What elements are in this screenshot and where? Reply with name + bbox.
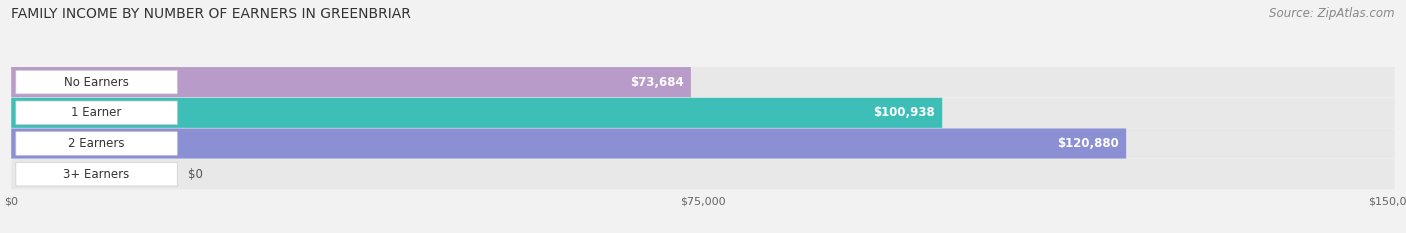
Text: 1 Earner: 1 Earner [72, 106, 122, 119]
FancyBboxPatch shape [15, 101, 177, 125]
Text: $120,880: $120,880 [1057, 137, 1119, 150]
FancyBboxPatch shape [11, 67, 690, 97]
Text: FAMILY INCOME BY NUMBER OF EARNERS IN GREENBRIAR: FAMILY INCOME BY NUMBER OF EARNERS IN GR… [11, 7, 411, 21]
Text: $73,684: $73,684 [630, 76, 683, 89]
FancyBboxPatch shape [11, 128, 1126, 158]
FancyBboxPatch shape [11, 159, 1395, 189]
Text: $100,938: $100,938 [873, 106, 935, 119]
FancyBboxPatch shape [11, 67, 1395, 97]
Text: 2 Earners: 2 Earners [69, 137, 125, 150]
FancyBboxPatch shape [15, 70, 177, 94]
Text: 3+ Earners: 3+ Earners [63, 168, 129, 181]
Text: $0: $0 [188, 168, 204, 181]
Text: Source: ZipAtlas.com: Source: ZipAtlas.com [1270, 7, 1395, 20]
FancyBboxPatch shape [11, 128, 1395, 158]
FancyBboxPatch shape [15, 132, 177, 155]
FancyBboxPatch shape [11, 98, 1395, 128]
FancyBboxPatch shape [11, 98, 942, 128]
FancyBboxPatch shape [15, 162, 177, 186]
Text: No Earners: No Earners [65, 76, 129, 89]
